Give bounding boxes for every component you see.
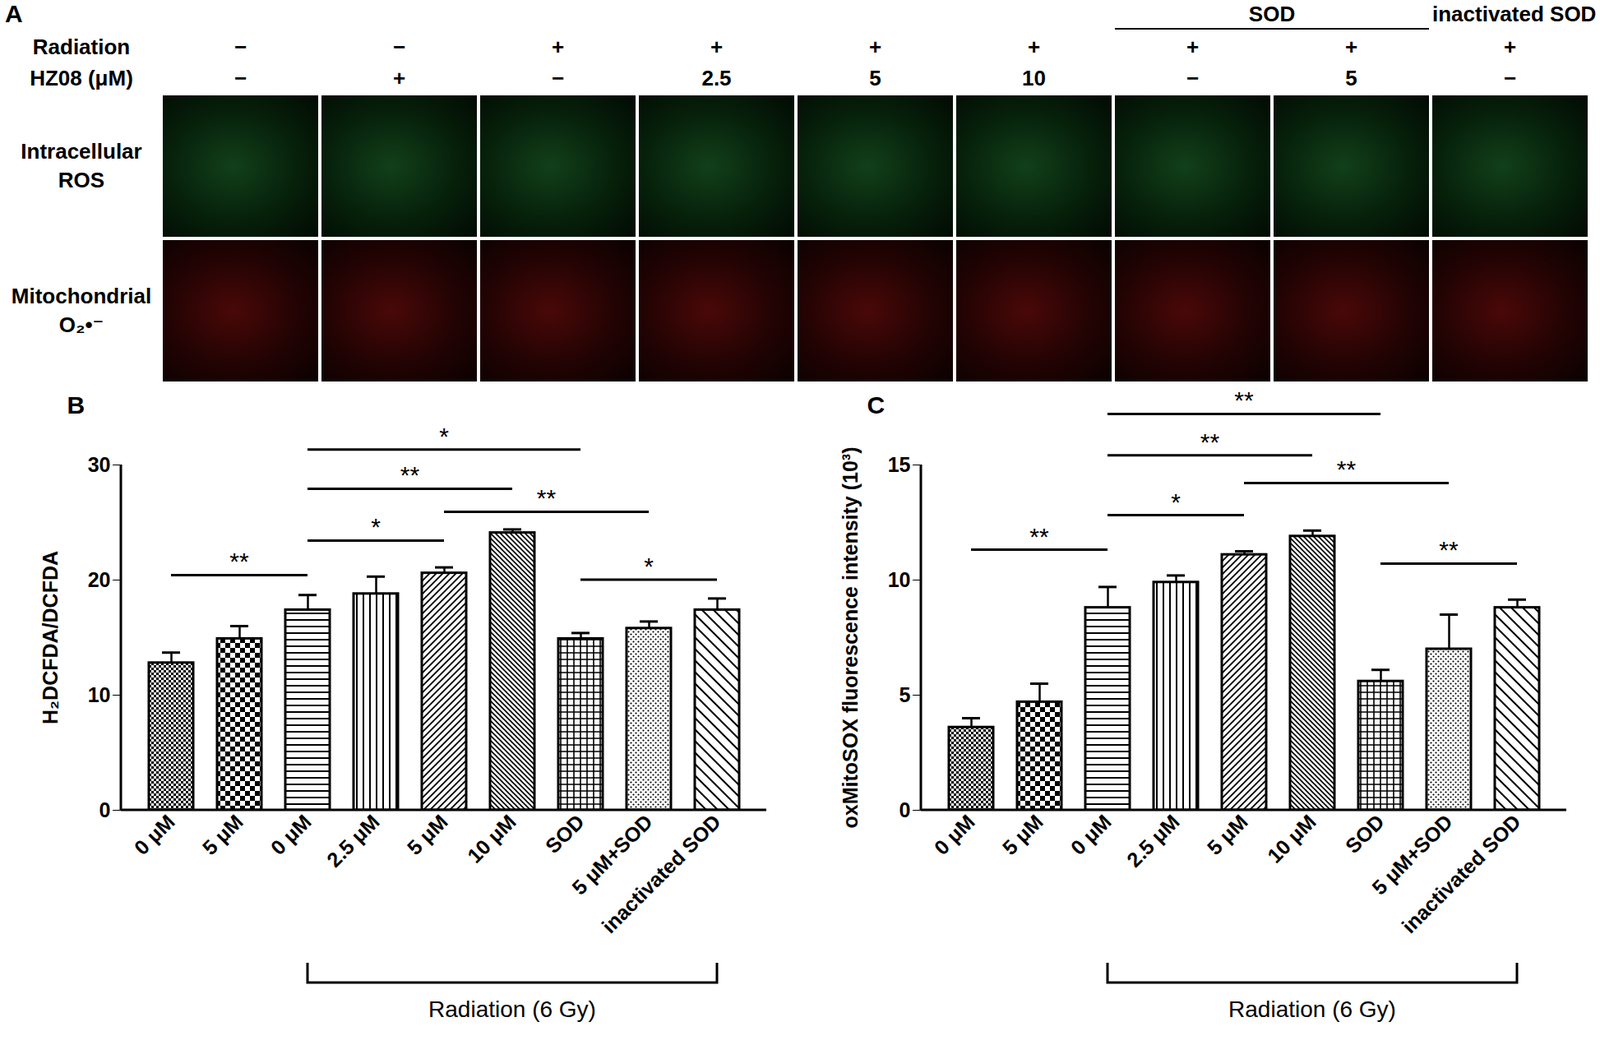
- svg-text:Radiation (6 Gy): Radiation (6 Gy): [1228, 996, 1397, 1022]
- svg-text:2.5 μM: 2.5 μM: [321, 809, 384, 872]
- svg-text:10 μM: 10 μM: [462, 809, 520, 868]
- svg-text:30: 30: [87, 453, 111, 477]
- svg-text:**: **: [1336, 455, 1356, 483]
- svg-text:0 μM: 0 μM: [1065, 809, 1115, 860]
- html-text:Intracellular ROS: Intracellular ROS: [20, 138, 142, 193]
- svg-text:**: **: [399, 461, 420, 489]
- svg-text:5 μM+SOD: 5 μM+SOD: [566, 809, 657, 900]
- html-text:SOD: SOD: [1248, 1, 1296, 27]
- svg-text:inactivated SOD: inactivated SOD: [1396, 809, 1525, 938]
- svg-text:0 μM: 0 μM: [129, 809, 179, 860]
- svg-text:SOD: SOD: [540, 809, 588, 858]
- svg-text:20: 20: [87, 568, 111, 592]
- html-text:5: 5: [869, 65, 882, 91]
- svg-text:*: *: [1170, 488, 1181, 516]
- svg-text:**: **: [1234, 386, 1254, 414]
- svg-text:H₂DCFDA/DCFDA: H₂DCFDA/DCFDA: [38, 550, 62, 725]
- svg-text:**: **: [1438, 536, 1459, 564]
- svg-text:2.5 μM: 2.5 μM: [1121, 809, 1184, 872]
- svg-text:5 μM+SOD: 5 μM+SOD: [1366, 809, 1457, 900]
- svg-text:5 μM: 5 μM: [997, 809, 1047, 860]
- svg-text:**: **: [229, 547, 250, 575]
- svg-text:5 μM: 5 μM: [1202, 809, 1252, 860]
- svg-text:5 μM: 5 μM: [402, 809, 452, 860]
- svg-text:**: **: [1029, 522, 1050, 551]
- html-text:2.5: 2.5: [701, 65, 732, 91]
- svg-text:5: 5: [898, 683, 911, 707]
- svg-text:5 μM: 5 μM: [197, 809, 247, 860]
- svg-text:0 μM: 0 μM: [265, 809, 315, 860]
- svg-text:**: **: [536, 484, 556, 512]
- svg-text:10 μM: 10 μM: [1262, 809, 1320, 868]
- svg-text:Radiation (6 Gy): Radiation (6 Gy): [428, 996, 597, 1022]
- svg-text:10: 10: [87, 683, 111, 707]
- svg-text:*: *: [439, 422, 449, 450]
- svg-text:*: *: [643, 552, 654, 580]
- svg-text:SOD: SOD: [1340, 809, 1388, 858]
- html-text:5: 5: [1345, 65, 1358, 91]
- html-text:10: 10: [1021, 65, 1046, 91]
- svg-text:15: 15: [887, 453, 911, 477]
- svg-text:0 μM: 0 μM: [929, 809, 979, 860]
- svg-text:oxMitoSOX fluorescence intensi: oxMitoSOX fluorescence intensity (10³): [838, 447, 862, 829]
- html-text:B: B: [67, 391, 85, 419]
- svg-text:*: *: [370, 513, 381, 541]
- svg-text:inactivated SOD: inactivated SOD: [596, 809, 725, 938]
- svg-text:10: 10: [887, 568, 911, 592]
- svg-text:0: 0: [98, 798, 111, 822]
- html-text:A: A: [4, 0, 23, 28]
- html-text:inactivated SOD: inactivated SOD: [1432, 1, 1597, 27]
- html-text:C: C: [867, 391, 885, 419]
- html-text:Mitochondrial O₂•⁻: Mitochondrial O₂•⁻: [11, 283, 152, 338]
- svg-text:0: 0: [898, 798, 911, 822]
- svg-text:**: **: [1199, 428, 1220, 456]
- html-text:HZ08 (μM): HZ08 (μM): [29, 65, 134, 91]
- html-text:Radiation: Radiation: [32, 34, 131, 60]
